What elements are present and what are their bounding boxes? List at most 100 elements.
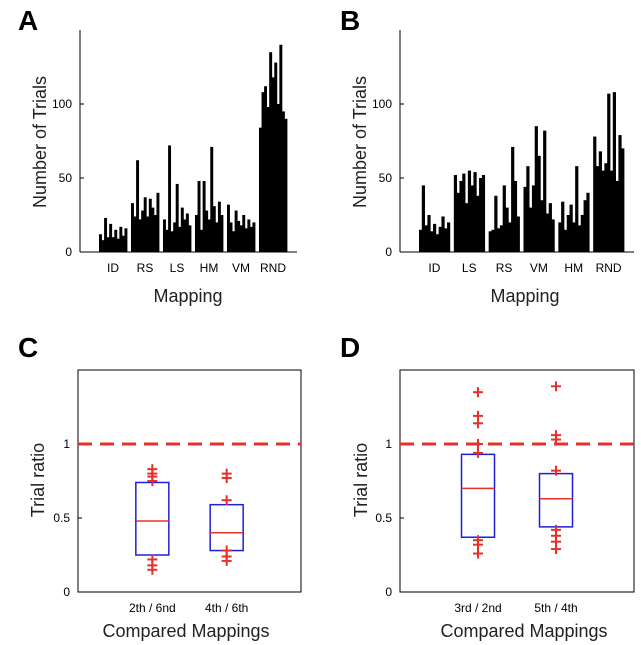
bar — [227, 204, 230, 252]
bar — [447, 222, 451, 252]
box — [538, 472, 574, 528]
bar — [575, 166, 579, 252]
bar — [148, 198, 152, 252]
bar — [444, 228, 448, 252]
y-tick-label: 1 — [385, 437, 392, 451]
bar — [421, 185, 426, 252]
bar — [170, 231, 174, 252]
outlier-marker — [551, 465, 561, 476]
bar — [607, 93, 611, 252]
outlier-marker — [147, 554, 158, 565]
bar — [621, 148, 625, 252]
bar — [259, 127, 262, 252]
bar — [195, 215, 198, 252]
x-tick-label: 3rd / 2nd — [454, 601, 501, 615]
bar — [229, 222, 233, 252]
outlier-marker — [551, 524, 561, 535]
bar — [601, 170, 605, 252]
bar — [473, 172, 477, 252]
x-tick-label: HM — [200, 261, 219, 275]
bar — [548, 203, 552, 252]
y-tick-label: 0.5 — [53, 511, 70, 525]
x-tick-label: LS — [462, 261, 477, 275]
outlier-marker — [473, 535, 483, 546]
bar — [453, 175, 458, 252]
x-tick-label: ID — [428, 261, 440, 275]
bar — [618, 135, 622, 252]
outlier-marker — [551, 430, 561, 441]
bar — [505, 207, 509, 252]
bar — [456, 192, 460, 252]
y-axis-title: Number of Trials — [350, 76, 370, 208]
bar — [124, 228, 128, 252]
bar — [217, 201, 221, 252]
y-tick-label: 0 — [385, 585, 392, 599]
bar — [151, 207, 155, 252]
x-tick-label: 2th / 6nd — [129, 601, 176, 615]
bar — [234, 210, 238, 252]
bar — [593, 136, 597, 252]
x-tick-label: 5th / 4th — [534, 601, 577, 615]
bar — [583, 200, 587, 252]
box — [209, 503, 244, 552]
x-tick-label: RS — [496, 261, 513, 275]
bar — [424, 225, 428, 252]
bar — [266, 106, 270, 253]
outlier-marker — [473, 439, 483, 449]
bar — [119, 226, 123, 252]
bar — [523, 186, 527, 252]
bar — [165, 229, 169, 252]
bar — [598, 151, 602, 252]
bar — [433, 223, 437, 252]
y-axis-title: Trial ratio — [351, 443, 371, 517]
y-tick-label: 50 — [379, 171, 393, 185]
bar — [609, 170, 614, 252]
bar — [163, 219, 166, 252]
bar — [430, 231, 434, 252]
bar — [269, 52, 273, 253]
bar — [476, 195, 480, 252]
bar — [427, 215, 431, 252]
outlier-marker — [221, 468, 232, 479]
bar — [109, 223, 113, 252]
y-axis-title: Trial ratio — [28, 443, 48, 517]
bar — [543, 130, 547, 252]
bar — [540, 200, 544, 252]
bar — [261, 92, 265, 252]
bar — [220, 215, 224, 252]
bar — [183, 219, 187, 252]
outlier-marker — [473, 410, 483, 421]
bar — [558, 222, 562, 252]
bar — [237, 220, 241, 252]
bar — [232, 231, 236, 252]
x-tick-label: RND — [260, 261, 286, 275]
bar — [252, 222, 256, 252]
bar — [499, 225, 504, 252]
bar — [244, 228, 248, 252]
bar — [111, 237, 115, 252]
y-tick-label: 100 — [52, 97, 72, 111]
bar — [175, 183, 179, 252]
bar — [488, 231, 492, 252]
bar — [561, 201, 565, 252]
bar — [156, 192, 160, 252]
outlier-marker — [147, 464, 158, 475]
bar — [569, 204, 573, 252]
y-tick-label: 1 — [63, 437, 70, 451]
plot-frame — [77, 369, 302, 593]
bar — [529, 207, 533, 252]
bar — [470, 185, 474, 252]
bar — [153, 215, 157, 252]
bar — [212, 206, 216, 252]
y-tick-label: 0.5 — [375, 511, 392, 525]
bar — [205, 210, 209, 252]
x-tick-label: RS — [137, 261, 154, 275]
outlier-marker — [473, 548, 483, 559]
bar — [239, 225, 243, 252]
bar — [249, 226, 253, 252]
bar — [580, 215, 584, 252]
panel-c: C Trial ratio Compared Mappings 0 0.5 1 2th… — [18, 332, 302, 641]
plot-frame — [399, 369, 635, 593]
panel-b: B Number of Trials Mapping 0 50 100 ID LS RS V… — [340, 5, 634, 306]
bar — [438, 226, 442, 252]
